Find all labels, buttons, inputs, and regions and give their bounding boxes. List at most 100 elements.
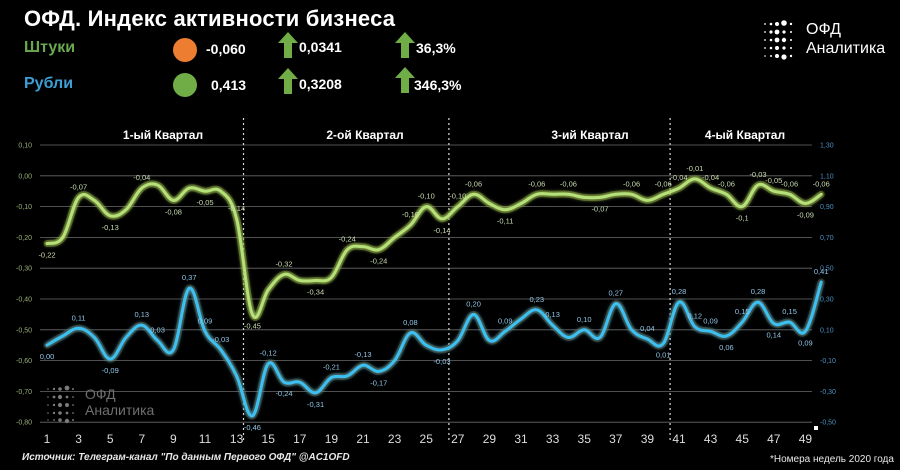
data-label: -0,14 <box>433 226 450 235</box>
y-tick-left: -0,70 <box>16 389 32 396</box>
data-label: -0,34 <box>307 288 324 297</box>
data-label: -0,06 <box>623 179 640 188</box>
x-tick: 27 <box>451 432 465 446</box>
data-labels-rubles: 0,000,11-0,090,130,030,370,09-0,03-0,46-… <box>40 267 829 432</box>
arrow-up-icon <box>395 67 415 93</box>
data-label: -0,03 <box>749 170 766 179</box>
data-label: -0,04 <box>670 173 687 182</box>
x-axis: 1 3 5 7 9 11 13 15 17 19 21 23 25 27 29 31 33 35 37 39 41 43 4… <box>44 426 818 446</box>
data-label: -0,24 <box>370 257 387 266</box>
data-label: -0,06 <box>813 179 830 188</box>
change-abs-pieces: 0,0341 <box>299 39 342 55</box>
quarter-label: 3-ий Квартал <box>551 128 628 142</box>
right-y-axis: 1,30 1,10 0,90 0,70 0,50 0,30 0,10 -0,10 -0,30 -0… <box>820 143 836 427</box>
x-tick: 17 <box>293 432 307 446</box>
data-label: -0,45 <box>244 321 261 330</box>
data-label: -0,22 <box>38 251 55 260</box>
footnote: *Номера недель 2020 года <box>770 454 894 465</box>
y-tick-left: -0,40 <box>16 297 32 304</box>
data-label: 0,28 <box>751 287 766 296</box>
y-tick-right: 0,50 <box>820 266 834 273</box>
data-label: -0,07 <box>70 182 87 191</box>
arrow-up-icon <box>278 68 298 94</box>
x-tick: 21 <box>356 432 370 446</box>
y-tick-left: -0,60 <box>16 358 32 365</box>
data-label: -0,05 <box>196 198 213 207</box>
data-label: -0,03 <box>212 335 229 344</box>
data-label: 0,14 <box>766 331 781 340</box>
x-tick: 3 <box>75 432 82 446</box>
data-label: -0,46 <box>244 423 261 432</box>
data-label: -0,06 <box>560 179 577 188</box>
data-label: -0,24 <box>275 389 292 398</box>
arrow-up-icon <box>278 32 298 58</box>
data-label: -0,06 <box>528 179 545 188</box>
data-label: 0,41 <box>814 267 829 276</box>
data-label: 0,09 <box>703 316 718 325</box>
data-label: 0,27 <box>608 289 623 298</box>
data-label: -0,10 <box>449 192 466 201</box>
data-label: -0,10 <box>418 192 435 201</box>
data-label: -0,07 <box>591 204 608 213</box>
data-label: 0,10 <box>577 315 592 324</box>
y-tick-left: 0,00 <box>18 173 32 180</box>
data-label: -0,32 <box>275 259 292 268</box>
quarter-labels: 1-ый Квартал 2-ой Квартал 3-ий Квартал 4-ый… <box>123 128 785 142</box>
y-tick-right: 0,30 <box>820 297 834 304</box>
quarter-label: 4-ый Квартал <box>705 128 785 142</box>
data-label: -0,1 <box>736 214 749 223</box>
data-label: -0,06 <box>655 179 672 188</box>
x-tick: 9 <box>170 432 177 446</box>
data-label: 0,01 <box>656 351 671 360</box>
left-y-axis: 0,10 0,00 -0,10 -0,20 -0,30 -0,40 -0,50 -0,60 -0… <box>16 143 32 427</box>
data-label: 0,06 <box>719 343 734 352</box>
x-tick: 37 <box>609 432 623 446</box>
value-rubles: 0,413 <box>211 77 247 93</box>
watermark-text: ОФД Аналитика <box>85 386 155 418</box>
series-label-rubles: Рубли <box>24 75 74 92</box>
series-label-pieces: Штуки <box>24 39 76 56</box>
data-label: 0,04 <box>640 324 655 333</box>
data-label: 0,08 <box>403 318 418 327</box>
status-indicator-rubles <box>173 73 197 97</box>
data-label: 0,15 <box>782 307 797 316</box>
data-label: -0,06 <box>781 179 798 188</box>
data-label: 0,28 <box>672 287 687 296</box>
data-label: 0,09 <box>198 316 213 325</box>
data-labels-pieces: -0,22 -0,07 -0,13 -0,04 -0,08 -0,05 -0,14 -0,45… <box>38 164 829 331</box>
footnote-marker <box>814 426 818 430</box>
y-tick-left: -0,80 <box>16 420 32 427</box>
x-tick: 33 <box>546 432 560 446</box>
x-tick: 45 <box>736 432 750 446</box>
data-label: -0,06 <box>465 179 482 188</box>
data-label: -0,13 <box>102 223 119 232</box>
data-label: -0,31 <box>307 400 324 409</box>
data-label: -0,21 <box>323 363 340 372</box>
y-tick-right: -0,50 <box>820 420 836 427</box>
x-tick: 41 <box>672 432 686 446</box>
x-tick: 5 <box>107 432 114 446</box>
x-tick: 7 <box>138 432 145 446</box>
data-label: -0,13 <box>354 350 371 359</box>
x-tick: 23 <box>388 432 402 446</box>
data-label: -0,06 <box>718 179 735 188</box>
x-tick: 35 <box>578 432 592 446</box>
y-tick-right: 1,10 <box>820 173 834 180</box>
data-label: 0,15 <box>735 307 750 316</box>
x-tick: 49 <box>799 432 813 446</box>
data-label: 0,00 <box>40 352 55 361</box>
y-tick-right: 1,30 <box>820 143 834 150</box>
x-tick: 19 <box>325 432 339 446</box>
x-tick: 43 <box>704 432 718 446</box>
quarter-label: 2-ой Квартал <box>326 128 403 142</box>
x-tick: 13 <box>230 432 244 446</box>
y-tick-right: 0,10 <box>820 327 834 334</box>
change-abs-rubles: 0,3208 <box>299 76 342 92</box>
ofd-logo-icon <box>764 20 793 60</box>
data-label: 0,12 <box>687 312 702 321</box>
data-label: -0,24 <box>339 235 356 244</box>
data-label: 0,13 <box>134 310 149 319</box>
data-label: -0,03 <box>433 357 450 366</box>
x-tick: 31 <box>514 432 528 446</box>
value-pieces: -0,060 <box>206 41 246 57</box>
